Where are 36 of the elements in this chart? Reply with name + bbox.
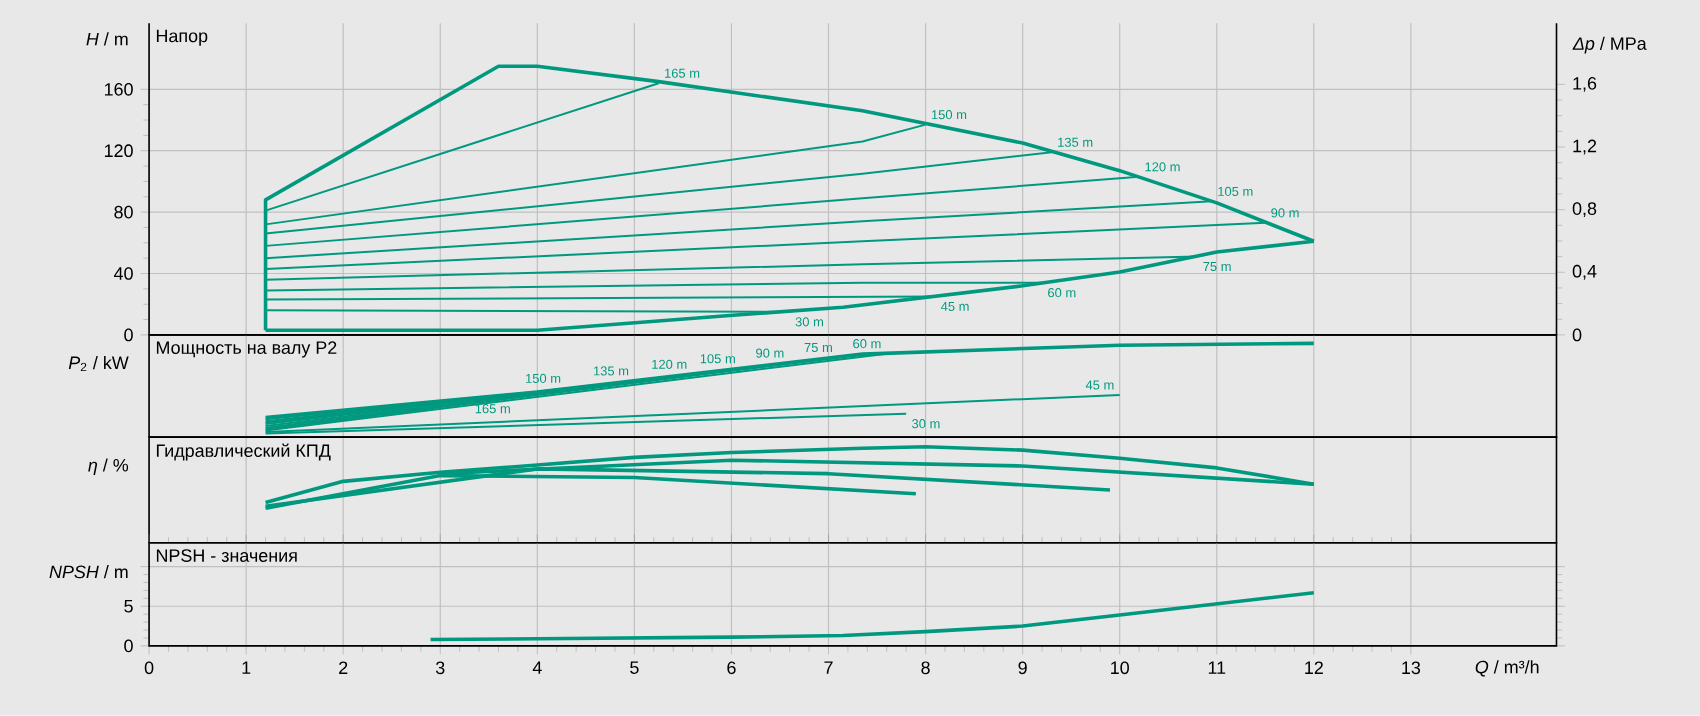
x-tick-label: 11	[1208, 661, 1226, 674]
y2-axis-title: Δp / MPa	[1572, 36, 1647, 54]
y-tick-label: 120	[104, 144, 133, 158]
y-axis-title: NPSH / m	[49, 565, 128, 579]
y2-tick-label: 0	[1572, 328, 1582, 342]
y-axis-title: H / m	[86, 32, 128, 46]
y2-tick-label: 1,6	[1573, 77, 1597, 92]
chart-title: NPSH - значения	[156, 549, 297, 563]
y2-tick-label: 1,2	[1573, 139, 1597, 155]
y-tick-label: 80	[114, 205, 133, 219]
x-tick-label: 7	[824, 661, 833, 674]
chart-title: Мощность на валу P2	[156, 341, 337, 358]
y-tick-label: 5	[124, 600, 133, 613]
chart-title: Гидравлический КПД	[156, 443, 331, 461]
x-tick-label: 3	[435, 661, 445, 675]
y-tick-label: 40	[113, 267, 133, 281]
x-tick-label: 9	[1018, 661, 1027, 675]
y-tick-label: 160	[104, 83, 133, 96]
y-axis-title: η / %	[88, 458, 129, 476]
y-tick-label: 0	[124, 639, 133, 653]
x-axis-title: Q / m³/h	[1475, 660, 1539, 677]
x-tick-label: 0	[144, 661, 154, 675]
y-tick-label: 0	[124, 328, 133, 342]
y2-tick-label: 0,4	[1572, 265, 1597, 280]
x-tick-label: 5	[630, 661, 639, 675]
x-tick-label: 8	[921, 661, 930, 675]
x-tick-label: 6	[727, 661, 736, 675]
x-tick-label: 13	[1402, 661, 1421, 675]
chart-title: Напор	[156, 29, 208, 46]
x-tick-label: 4	[532, 661, 542, 674]
x-tick-label: 1	[242, 661, 251, 674]
y-axis-title: P$_{2}$ / kW	[68, 356, 129, 372]
x-tick-label: 2	[339, 661, 348, 675]
x-tick-label: 12	[1305, 661, 1323, 675]
x-tick-label: 10	[1111, 661, 1129, 675]
y2-tick-label: 0,8	[1572, 202, 1597, 218]
